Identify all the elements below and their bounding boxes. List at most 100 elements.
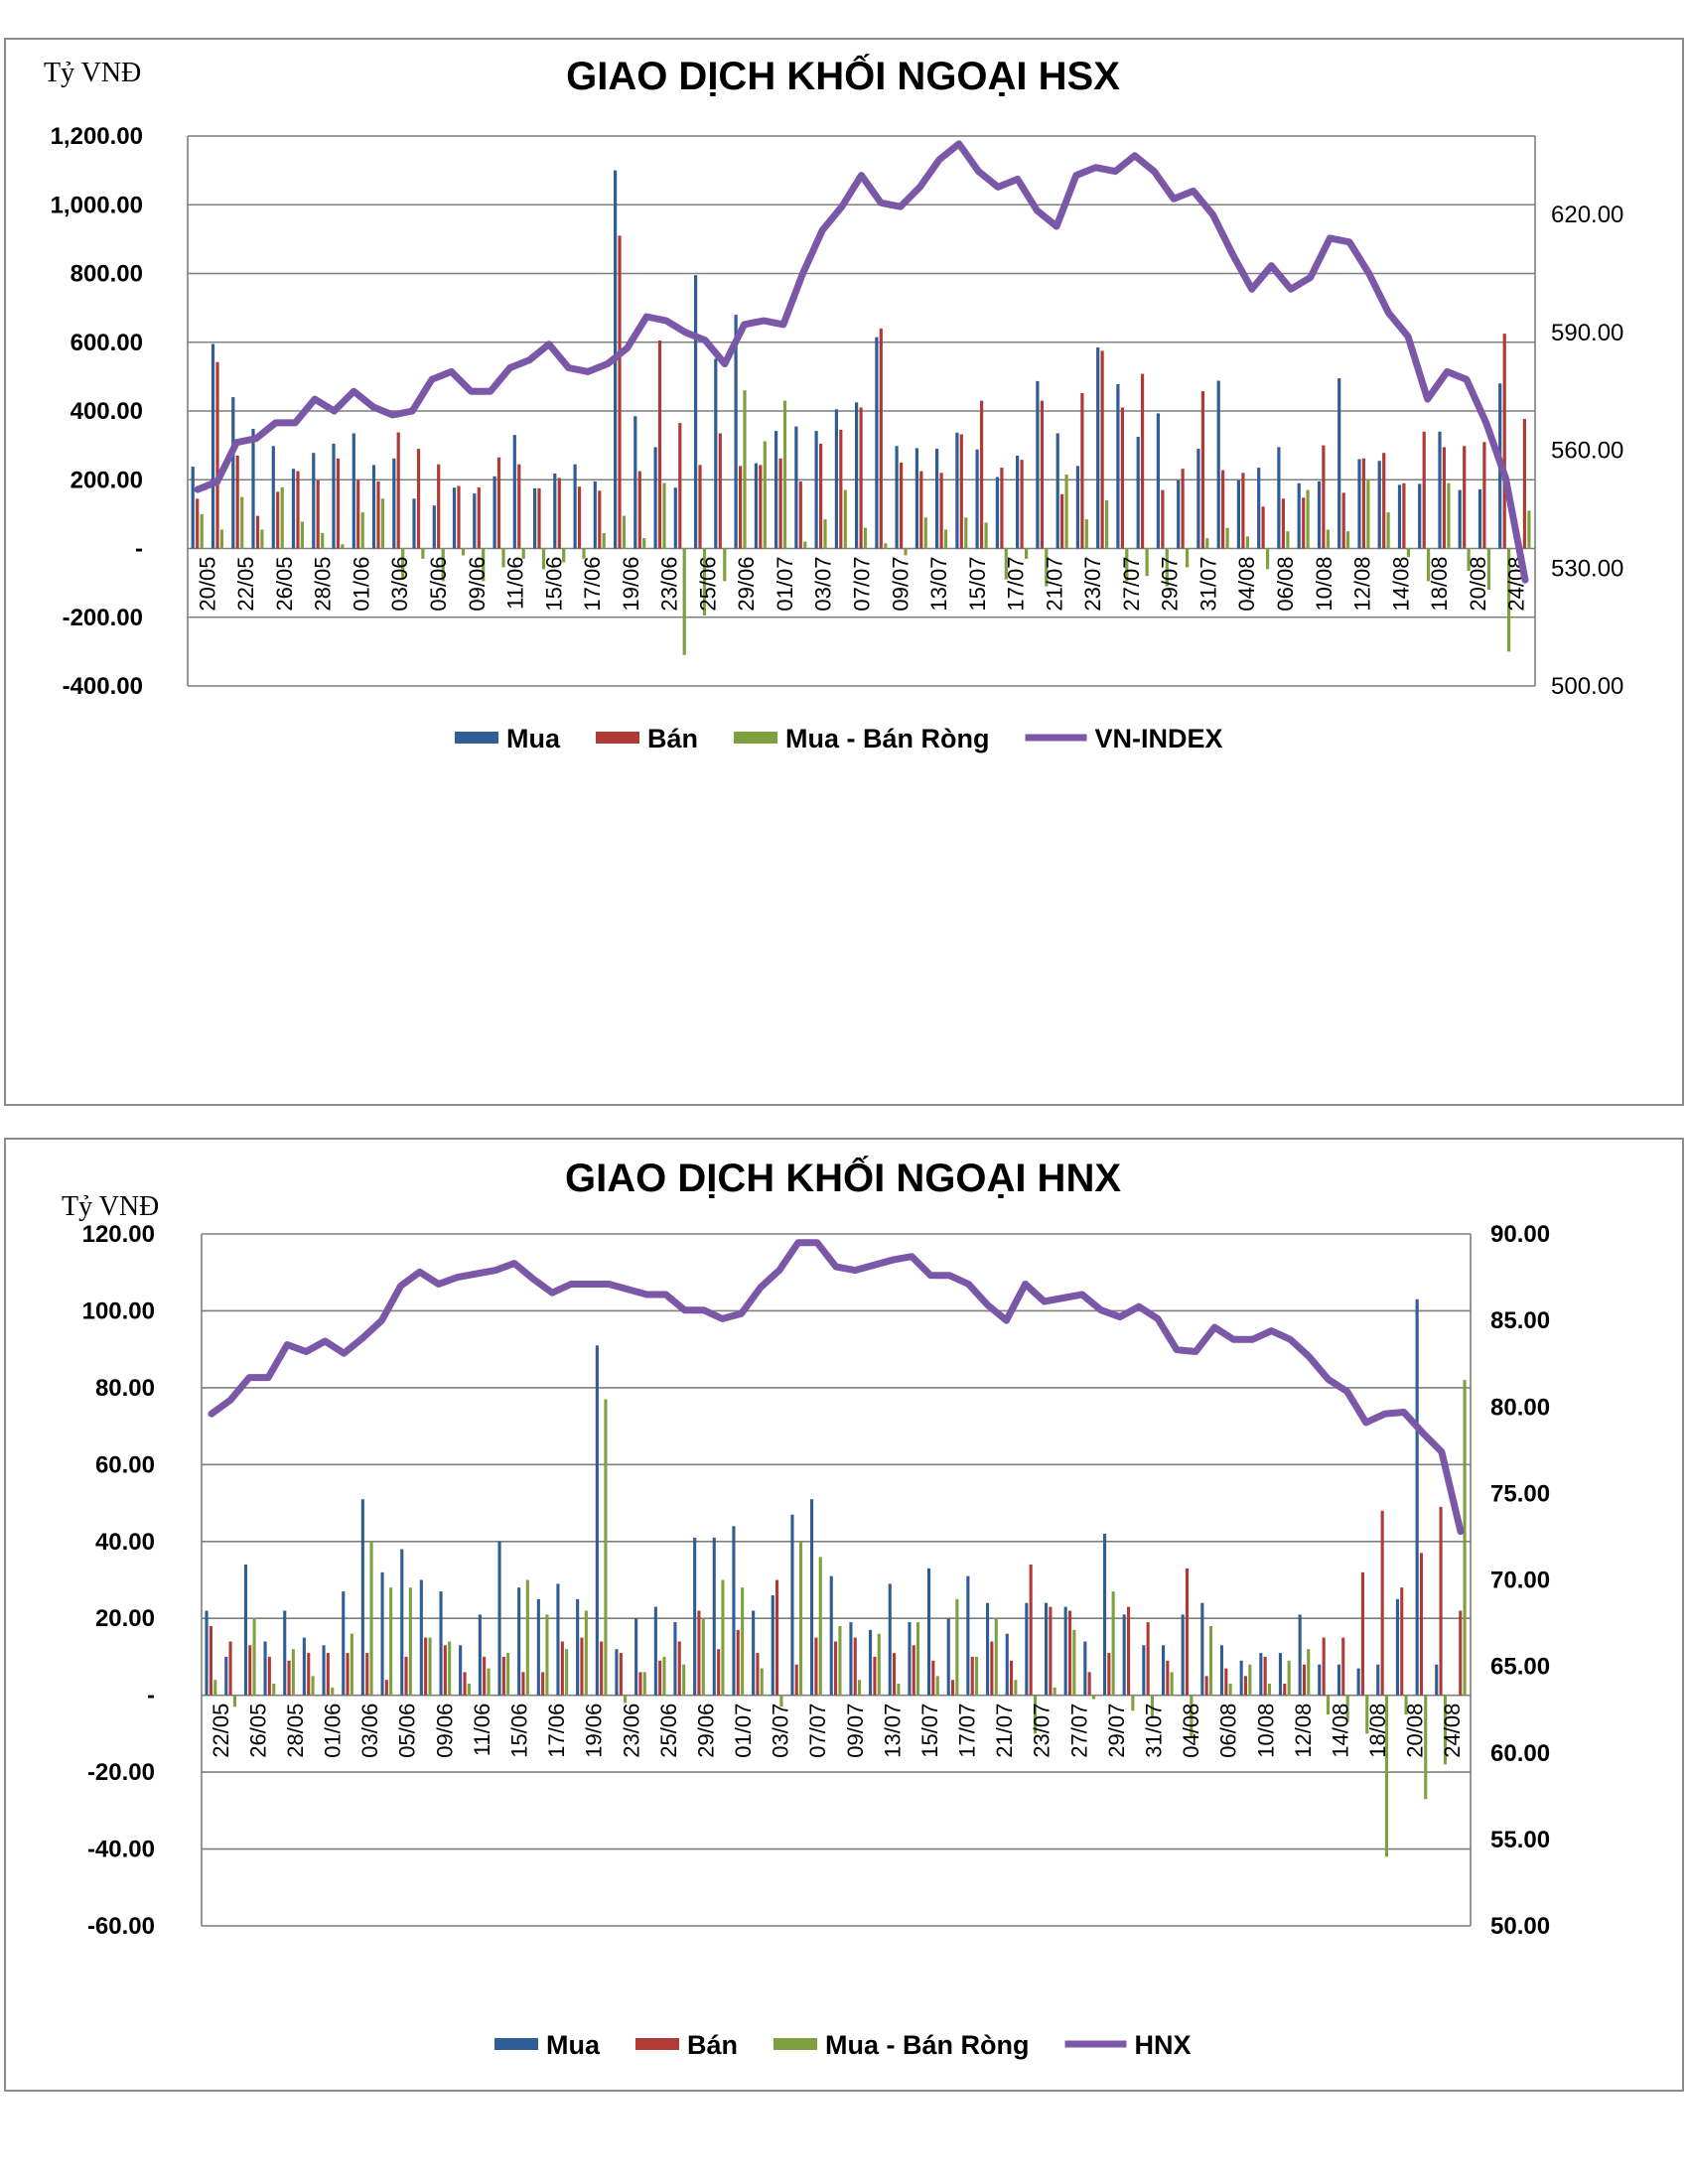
bar-mua-ban-rong xyxy=(1186,548,1190,568)
bar-mua xyxy=(492,476,496,549)
bar-mua-ban-rong xyxy=(321,532,325,549)
bar-mua xyxy=(1162,1645,1166,1696)
x-tick-label: 27/07 xyxy=(1066,1704,1091,1758)
bar-ban xyxy=(759,465,763,549)
bar-ban xyxy=(541,1672,545,1696)
bar-mua-ban-rong xyxy=(1467,548,1471,571)
bar-mua-ban-rong xyxy=(565,1649,569,1696)
bar-mua xyxy=(1177,479,1181,549)
bar-mua xyxy=(1239,1660,1243,1696)
bar-mua-ban-rong xyxy=(803,541,807,549)
bar-mua xyxy=(224,1656,228,1696)
bar-mua-ban-rong xyxy=(369,1541,373,1696)
bar-mua xyxy=(1036,380,1040,549)
bar-ban xyxy=(819,443,823,549)
bar-ban xyxy=(537,487,541,549)
x-tick-label: 18/08 xyxy=(1427,557,1452,612)
bar-mua-ban-rong xyxy=(1307,1649,1311,1696)
bar-ban xyxy=(600,1641,604,1696)
bar-mua-ban-rong xyxy=(311,1676,315,1696)
bar-mua xyxy=(432,505,436,549)
bar-ban xyxy=(1302,1664,1306,1696)
bar-mua-ban-rong xyxy=(843,489,847,549)
bar-mua-ban-rong xyxy=(1447,482,1451,549)
bar-ban xyxy=(517,464,521,549)
bar-ban xyxy=(1281,498,1285,549)
bar-mua xyxy=(360,1499,364,1696)
x-tick-label: 10/08 xyxy=(1312,557,1336,612)
bar-mua xyxy=(1016,456,1020,549)
bar-ban xyxy=(1221,470,1225,549)
bar-mua-ban-rong xyxy=(1248,1664,1252,1696)
bar-mua-ban-rong xyxy=(1326,1695,1330,1715)
x-tick-label: 03/07 xyxy=(811,557,836,612)
bar-ban xyxy=(1020,460,1024,549)
bar-mua xyxy=(1438,431,1442,549)
bar-mua xyxy=(810,1499,814,1696)
bar-ban xyxy=(376,481,380,549)
y2-tick-label: 500.00 xyxy=(1551,673,1623,700)
bar-mua-ban-rong xyxy=(213,1680,217,1696)
bar-mua-ban-rong xyxy=(994,1618,998,1696)
bar-ban xyxy=(1120,407,1124,549)
bar-ban xyxy=(677,1641,681,1696)
bar-mua-ban-rong xyxy=(521,548,525,559)
bar-ban xyxy=(637,471,641,549)
bar-mua xyxy=(342,1591,346,1696)
y2-tick-label: 70.00 xyxy=(1490,1568,1550,1594)
bar-mua xyxy=(1477,488,1482,549)
bar-mua xyxy=(1025,1602,1029,1696)
bar-mua-ban-rong xyxy=(1486,548,1490,590)
bar-mua xyxy=(439,1591,443,1696)
bar-ban xyxy=(276,491,280,549)
bar-mua xyxy=(553,474,557,549)
bar-ban xyxy=(384,1680,388,1696)
y-tick-label: - xyxy=(135,536,143,563)
bar-ban xyxy=(1241,473,1245,549)
bar-ban xyxy=(437,464,441,549)
bar-mua xyxy=(754,463,758,549)
bar-mua-ban-rong xyxy=(823,519,827,549)
bar-mua-ban-rong xyxy=(461,548,466,556)
bar-ban xyxy=(839,430,843,549)
x-tick-label: 26/05 xyxy=(245,1704,270,1758)
bar-mua-ban-rong xyxy=(622,515,627,549)
bar-mua-ban-rong xyxy=(1245,536,1249,549)
bar-mua xyxy=(927,1568,931,1696)
bar-mua-ban-rong xyxy=(1406,548,1410,558)
bar-mua-ban-rong xyxy=(584,1610,588,1696)
x-tick-label: 23/07 xyxy=(1080,557,1105,612)
legend-label: Mua xyxy=(546,2030,601,2060)
bar-ban xyxy=(1459,1610,1463,1696)
bar-mua-ban-rong xyxy=(682,1664,686,1696)
y-tick-label: -60.00 xyxy=(87,1913,155,1940)
bar-mua-ban-rong xyxy=(838,1626,842,1696)
bar-ban xyxy=(215,361,219,549)
x-tick-label: 15/06 xyxy=(507,1704,532,1758)
bar-mua xyxy=(714,358,718,549)
bar-ban xyxy=(1322,445,1326,549)
bar-ban xyxy=(658,1660,662,1696)
bar-ban xyxy=(618,235,622,549)
y-tick-label: -200.00 xyxy=(63,605,143,631)
bar-mua-ban-rong xyxy=(923,517,927,549)
bar-mua-ban-rong xyxy=(1053,1687,1056,1696)
bar-mua xyxy=(1357,459,1361,549)
y-tick-label: -400.00 xyxy=(63,673,143,700)
bar-mua xyxy=(497,1541,501,1696)
legend: Mua Bán Mua - Bán Ròng VN-INDEX xyxy=(455,724,1223,753)
bar-mua xyxy=(1336,1664,1340,1696)
bar-mua-ban-rong xyxy=(441,548,445,582)
index-line xyxy=(208,1239,1465,1536)
bar-ban xyxy=(443,1645,447,1696)
bar-ban xyxy=(356,479,360,549)
bar-mua xyxy=(1356,1668,1360,1696)
bar-ban xyxy=(209,1626,212,1696)
bar-mua xyxy=(556,1583,560,1696)
x-tick-label: 17/06 xyxy=(580,557,605,612)
bar-mua-ban-rong xyxy=(350,1633,353,1696)
bar-mua-ban-rong xyxy=(877,1633,881,1696)
bar-mua-ban-rong xyxy=(1463,1380,1467,1696)
x-tick-label: 21/07 xyxy=(992,1704,1017,1758)
y2-tick-label: 620.00 xyxy=(1551,202,1623,228)
